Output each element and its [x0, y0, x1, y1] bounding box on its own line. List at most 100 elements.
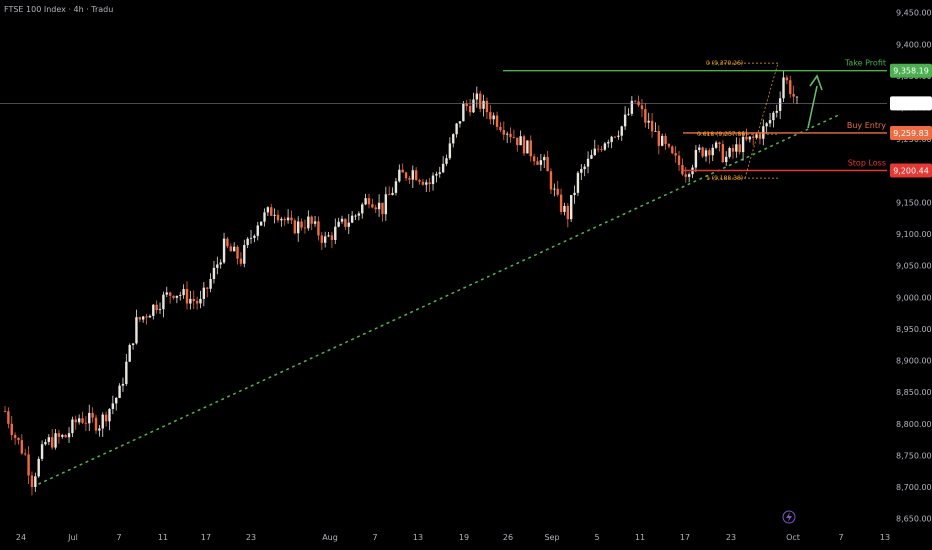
levels-layer[interactable]: Take Profit Buy Entry Stop Loss [0, 59, 887, 172]
candle [586, 151, 590, 174]
candle [536, 156, 539, 166]
candle [428, 177, 431, 192]
candle-body [644, 109, 647, 123]
candle [20, 434, 24, 455]
candle-body [657, 131, 661, 146]
time-tick: 23 [246, 533, 256, 542]
candle [334, 218, 337, 244]
candle [243, 239, 246, 268]
candle-body [610, 136, 613, 143]
candle-body [603, 143, 607, 150]
candle-body [694, 149, 698, 168]
candle [516, 137, 519, 152]
candle-body [772, 112, 775, 121]
candle-body [681, 164, 684, 175]
candle-body [775, 110, 778, 113]
candle [276, 210, 280, 223]
candle-body [401, 169, 404, 173]
candle [414, 167, 418, 181]
candle-body [745, 136, 748, 140]
candle-body [61, 434, 64, 437]
candle-body [414, 170, 418, 181]
candle [145, 313, 148, 325]
arrow-head [809, 74, 823, 91]
price-tick: 9,050.00 [896, 262, 932, 271]
time-tick: 7 [116, 533, 121, 542]
price-tick: 8,650.00 [896, 515, 932, 524]
candle [47, 434, 51, 446]
candle [522, 134, 526, 157]
time-tick: 13 [880, 533, 890, 542]
candle [623, 106, 627, 130]
candle-body [374, 207, 377, 210]
candle-body [37, 458, 40, 477]
candle [347, 213, 350, 235]
candle-body [162, 294, 165, 310]
time-tick: Jul [67, 533, 78, 542]
candle-body [607, 142, 610, 144]
candle [81, 411, 84, 425]
candle [580, 164, 583, 181]
candle [654, 122, 657, 132]
price-tick: 8,800.00 [896, 420, 932, 429]
candle-body [701, 147, 704, 157]
candle-body [408, 178, 411, 180]
candle-body [640, 105, 644, 110]
candle-body [3, 411, 7, 412]
candle-body [596, 148, 600, 150]
candle [725, 151, 728, 166]
candle-body [253, 235, 256, 238]
time-tick: 7 [838, 533, 843, 542]
candle [425, 179, 428, 192]
candle [479, 90, 482, 113]
candle-body [704, 150, 708, 157]
candle-body [330, 235, 334, 240]
candle [172, 295, 175, 300]
candle-body [398, 169, 401, 182]
candle [640, 98, 644, 117]
candle-body [320, 235, 323, 243]
candle [104, 411, 108, 427]
candle [610, 135, 613, 149]
candle-body [580, 169, 583, 173]
candle-body [660, 135, 664, 146]
candle [182, 284, 185, 299]
candle-body [7, 411, 10, 424]
candle [67, 427, 71, 443]
candle-body [573, 192, 576, 196]
candle [388, 186, 391, 196]
candle-body [590, 155, 593, 159]
candle [573, 185, 576, 204]
arrow-shaft [807, 85, 818, 129]
candle [613, 136, 617, 139]
candle [408, 175, 411, 185]
price-axis[interactable]: 9,450.009,400.009,350.009,300.009,250.00… [896, 9, 932, 524]
candle-body [617, 135, 620, 137]
candle [681, 158, 684, 176]
candle-body [152, 304, 155, 316]
candle-body [738, 144, 741, 153]
buy-entry-label: Buy Entry [847, 121, 886, 130]
candle-body [297, 221, 300, 234]
buy-entry-badge [890, 125, 932, 140]
candle [553, 183, 556, 197]
candle [216, 256, 219, 275]
time-tick: Aug [322, 533, 338, 542]
candle [249, 230, 253, 244]
candle [162, 291, 165, 318]
time-axis[interactable]: 24 Jul 7 11 17 23 Aug 7 13 19 26 Sep 5 11 17 23 Oct 7 13 [16, 533, 890, 542]
time-tick: 26 [503, 533, 513, 542]
candle [64, 434, 67, 438]
candle-body [222, 238, 226, 263]
candle-body [482, 100, 485, 109]
candle [590, 149, 593, 160]
candle [499, 122, 502, 133]
candle-body [708, 150, 711, 156]
candle [128, 343, 131, 363]
candle-body [91, 412, 94, 418]
candle [438, 166, 441, 178]
candle [431, 172, 435, 191]
candle-body [495, 115, 499, 127]
candle-body [303, 227, 307, 229]
